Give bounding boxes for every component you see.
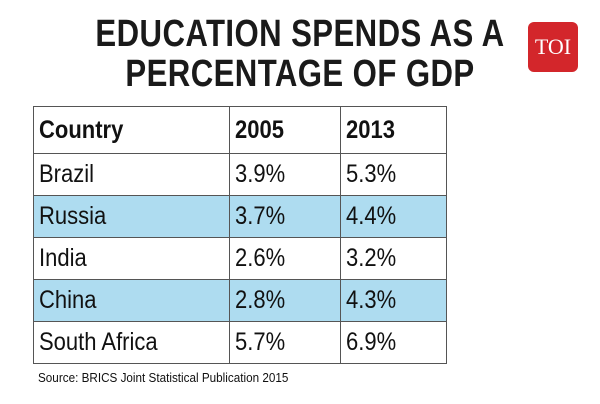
- table-row: Brazil 3.9% 5.3%: [33, 153, 447, 196]
- value-cell: 5.3%: [340, 153, 447, 196]
- table-row: South Africa 5.7% 6.9%: [33, 321, 447, 364]
- country-cell: South Africa: [33, 321, 230, 364]
- title-line-2: PERCENTAGE OF GDP: [125, 53, 475, 95]
- header-cell: Country: [33, 106, 230, 154]
- table-row: China 2.8% 4.3%: [33, 279, 447, 322]
- country-cell: Brazil: [33, 153, 230, 196]
- value-cell: 5.7%: [229, 321, 341, 364]
- chart-title: EDUCATION SPENDS AS A PERCENTAGE OF GDP: [54, 14, 546, 94]
- country-cell: India: [33, 237, 230, 280]
- value-cell: 4.4%: [340, 195, 447, 238]
- title-line-1: EDUCATION SPENDS AS A: [95, 13, 505, 55]
- value-cell: 3.7%: [229, 195, 341, 238]
- country-cell: China: [33, 279, 230, 322]
- value-cell: 4.3%: [340, 279, 447, 322]
- toi-logo: TOI: [528, 22, 578, 72]
- source-note: Source: BRICS Joint Statistical Publicat…: [38, 370, 289, 385]
- value-cell: 3.9%: [229, 153, 341, 196]
- header-cell: 2013: [340, 106, 447, 154]
- value-cell: 6.9%: [340, 321, 447, 364]
- table-row: Russia 3.7% 4.4%: [33, 195, 447, 238]
- table-row: India 2.6% 3.2%: [33, 237, 447, 280]
- value-cell: 2.6%: [229, 237, 341, 280]
- data-table: Country 2005 2013 Brazil 3.9% 5.3% Russi…: [33, 106, 447, 364]
- header-cell: 2005: [229, 106, 341, 154]
- country-cell: Russia: [33, 195, 230, 238]
- value-cell: 3.2%: [340, 237, 447, 280]
- header-row: Country 2005 2013: [33, 106, 447, 154]
- value-cell: 2.8%: [229, 279, 341, 322]
